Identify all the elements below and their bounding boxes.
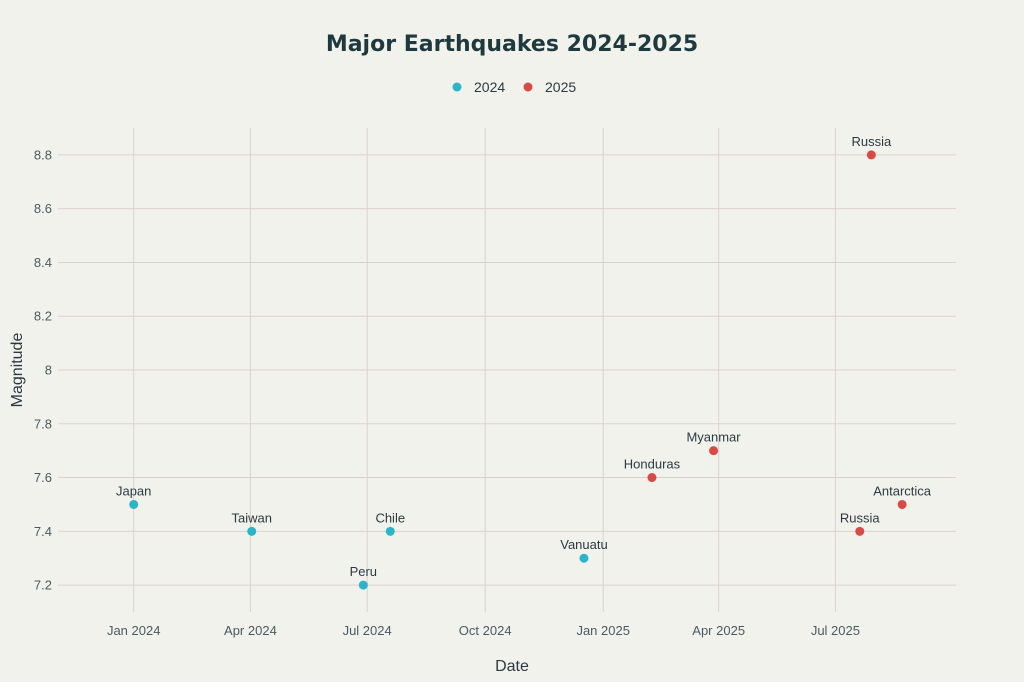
chart-title: Major Earthquakes 2024-2025 [326, 32, 698, 57]
data-point-2025[interactable] [709, 446, 719, 456]
x-tick-label: Jul 2025 [811, 623, 860, 638]
legend-marker-2024 [452, 82, 462, 92]
y-tick-label: 8.8 [34, 147, 52, 162]
y-tick-label: 8.2 [34, 309, 52, 324]
data-point-2025[interactable] [855, 526, 865, 536]
y-tick-label: 8 [45, 363, 52, 378]
data-point-2024[interactable] [247, 526, 257, 536]
x-tick-label: Oct 2024 [459, 623, 512, 638]
y-tick-label: 7.2 [34, 578, 52, 593]
point-label: Japan [116, 483, 151, 498]
y-tick-label: 7.6 [34, 470, 52, 485]
y-tick-label: 7.8 [34, 416, 52, 431]
legend-marker-2025 [523, 82, 533, 92]
y-axis-title: Magnitude [9, 333, 26, 408]
point-label: Vanuatu [560, 537, 607, 552]
y-tick-label: 7.4 [34, 524, 52, 539]
x-tick-label: Apr 2024 [224, 623, 277, 638]
point-label: Peru [350, 564, 377, 579]
point-label: Taiwan [231, 510, 271, 525]
legend-label-2024[interactable]: 2024 [474, 79, 505, 95]
point-label: Antarctica [873, 483, 932, 498]
data-point-2024[interactable] [358, 580, 368, 590]
data-point-2024[interactable] [579, 553, 589, 563]
data-point-2024[interactable] [385, 526, 395, 536]
data-points: Japan Taiwan Peru Chile Vanuatu Honduras Myanm… [116, 134, 932, 590]
point-label: Honduras [624, 457, 681, 472]
y-tick-label: 8.6 [34, 201, 52, 216]
point-label: Myanmar [686, 430, 741, 445]
x-axis-title: Date [495, 658, 529, 675]
x-tick-label: Jan 2025 [576, 623, 630, 638]
point-label: Chile [375, 510, 405, 525]
legend: 2024 2025 [452, 79, 576, 95]
gridlines [58, 128, 956, 612]
point-label: Russia [840, 510, 881, 525]
x-axis-ticks: Jan 2024 Apr 2024 Jul 2024 Oct 2024 Jan 2025… [107, 623, 860, 638]
data-point-2024[interactable] [129, 499, 139, 509]
data-point-2025[interactable] [647, 473, 657, 483]
data-point-2025[interactable] [866, 150, 876, 160]
y-axis-ticks: 7.2 7.4 7.6 7.8 8 8.2 8.4 8.6 8.8 [34, 147, 52, 592]
x-tick-label: Jan 2024 [107, 623, 161, 638]
point-label: Russia [851, 134, 892, 149]
y-tick-label: 8.4 [34, 255, 52, 270]
data-point-2025[interactable] [897, 499, 907, 509]
legend-label-2025[interactable]: 2025 [545, 79, 576, 95]
x-tick-label: Apr 2025 [692, 623, 745, 638]
x-tick-label: Jul 2024 [343, 623, 392, 638]
